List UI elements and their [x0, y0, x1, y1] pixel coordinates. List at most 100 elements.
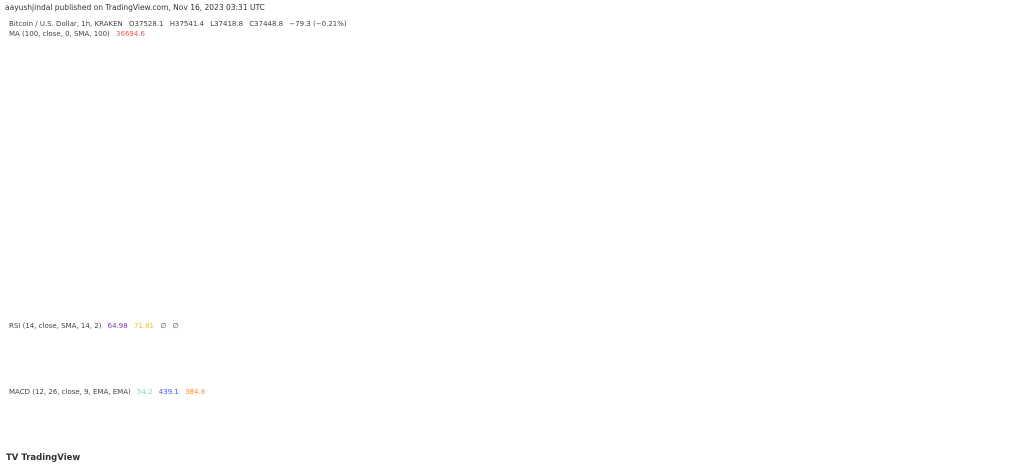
candle-up	[338, 100, 343, 114]
rsi-sma-value: 71.81	[133, 322, 154, 330]
candle-up	[273, 92, 278, 97]
price-label-bg	[989, 81, 1022, 92]
macd-y-tick: 0.0	[992, 409, 1002, 417]
price-label: 34637.9	[991, 301, 1018, 309]
candle-up	[662, 158, 667, 180]
candle-down	[184, 76, 189, 81]
tradingview-logo[interactable]: 𝗧𝗩 TradingView	[6, 453, 80, 463]
candle-up	[670, 142, 675, 159]
logo-mark-icon: 𝗧𝗩	[6, 453, 22, 463]
candle-up	[629, 220, 634, 225]
countdown-label: 28:04	[991, 75, 1007, 81]
ohlc-open: O37528.1	[129, 20, 164, 28]
candle-up	[516, 138, 521, 143]
y-tick-label: 36600.0	[992, 139, 1019, 147]
candle-down	[451, 113, 456, 122]
y-tick-label: 35000.0	[992, 271, 1019, 279]
price-label: 36318.5	[991, 162, 1018, 170]
candle-down	[297, 105, 302, 114]
candle-down	[281, 92, 286, 101]
macd-legend: MACD (12, 26, close, 9, EMA, EMA) 54.2 4…	[9, 388, 205, 396]
x-tick-label: 12:00	[349, 435, 369, 443]
x-tick-label: 12:00	[835, 435, 855, 443]
x-tick-label: 12:00	[446, 435, 466, 443]
last-price-label: 37448.8	[991, 65, 1018, 73]
candle-down	[224, 100, 229, 106]
fib-level-label: 0.236 (37175.0)	[897, 87, 950, 95]
ma100-line	[7, 109, 713, 268]
candle-up	[540, 133, 545, 147]
x-tick-label: 12:00	[738, 435, 758, 443]
y-tick-label: 37400.0	[958, 73, 985, 81]
candle-up	[168, 84, 172, 93]
macd-value: 439.1	[158, 388, 179, 396]
candle-down	[419, 92, 424, 114]
x-tick-label: 12:00	[544, 435, 564, 443]
candle-down	[492, 138, 496, 155]
candle-up	[645, 171, 650, 201]
x-tick-label: 12:00	[155, 435, 175, 443]
candle-up	[103, 146, 108, 155]
fib-level-label: 0.5 (36308.0)	[906, 158, 950, 166]
candle-down	[483, 133, 488, 139]
ma-label[interactable]: MA (100, close, 0, SMA, 100)	[9, 30, 110, 38]
candle-up	[370, 96, 375, 103]
y-tick-label: 36800.0	[992, 122, 1019, 130]
rsi-legend: RSI (14, close, SMA, 14, 2) 64.98 71.81 …	[9, 322, 179, 330]
candle-up	[330, 113, 334, 115]
candle-down	[305, 113, 310, 122]
rsi-band	[5, 333, 988, 372]
last-price-bg	[989, 64, 1022, 82]
candle-up	[589, 233, 594, 254]
candle-up	[678, 71, 683, 143]
candle-down	[386, 99, 391, 101]
y-tick-label: 37800.0	[992, 40, 1019, 48]
candle-down	[257, 105, 262, 110]
candle-up	[597, 224, 602, 234]
macd-hist-value: 54.2	[136, 388, 153, 396]
chart-frame	[4, 15, 1023, 449]
candle-up	[30, 146, 35, 180]
rsi-sma-line	[7, 331, 713, 360]
x-tick-label: 17	[792, 435, 801, 443]
candle-down	[605, 224, 610, 234]
rsi-value: 64.98	[107, 322, 128, 330]
candle-up	[346, 96, 351, 101]
y-tick-label: 37200.0	[958, 89, 985, 97]
currency-box	[989, 17, 1019, 31]
rsi-line	[7, 323, 713, 368]
candle-down	[475, 121, 480, 134]
y-tick-label: 36200.0	[958, 172, 985, 180]
candle-down	[710, 51, 715, 73]
macd-label[interactable]: MACD (12, 26, close, 9, EMA, EMA)	[9, 388, 131, 396]
rsi-label[interactable]: RSI (14, close, SMA, 14, 2)	[9, 322, 102, 330]
rsi-y-tick: 60.00	[992, 340, 1011, 348]
x-tick-label: 13	[403, 435, 412, 443]
candle-up	[467, 121, 472, 126]
rsi-value-3: ∅	[160, 322, 167, 330]
candle-up	[313, 100, 318, 122]
candle-up	[232, 100, 237, 106]
rsi-value-4: ∅	[172, 322, 179, 330]
candle-down	[548, 133, 553, 155]
x-tick-label: 11	[209, 435, 218, 443]
macd-y-tick: 400.0	[992, 387, 1011, 395]
candle-up	[427, 113, 432, 115]
symbol-name[interactable]: Bitcoin / U.S. Dollar, 1h, KRAKEN	[9, 20, 123, 28]
candle-up	[111, 138, 116, 147]
candle-up	[14, 212, 19, 225]
candle-down	[613, 233, 618, 238]
y-tick-label: 36400.0	[958, 155, 985, 163]
candle-up	[435, 110, 440, 114]
x-tick-label: 12:00	[252, 435, 272, 443]
candle-up	[62, 113, 67, 118]
candle-up	[200, 76, 205, 78]
ma-value: 36694.6	[116, 30, 145, 38]
y-tick-label: 35200.0	[992, 254, 1019, 262]
fib-level-label: 0.618 (35920.5)	[897, 190, 950, 198]
event-flash-icon	[708, 308, 718, 318]
candle-up	[151, 125, 156, 155]
rsi-y-tick: 40.00	[992, 359, 1011, 367]
candle-up	[38, 133, 43, 147]
